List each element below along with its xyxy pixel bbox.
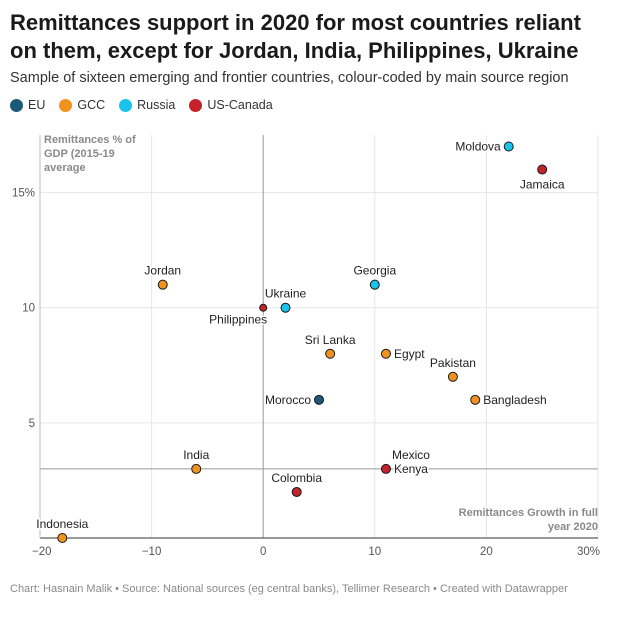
point-label-indonesia: Indonesia xyxy=(36,517,88,531)
x-axis: −20 −10 0 10 20 30% xyxy=(32,537,600,558)
legend-label-russia: Russia xyxy=(137,98,176,112)
point-label-egypt: Egypt xyxy=(394,347,425,361)
reference-lines xyxy=(40,135,598,538)
legend-item-russia: Russia xyxy=(119,98,175,112)
y-tick-label: 15% xyxy=(12,188,35,200)
data-point-sri-lanka xyxy=(325,348,336,359)
data-point-philippines xyxy=(259,303,268,312)
point-label-colombia: Colombia xyxy=(271,471,322,485)
legend-swatch-gcc xyxy=(59,98,73,112)
scatter-plot: −20 −10 0 10 20 30% 5 10 15% Moldova Jamaica Jord… xyxy=(12,135,600,558)
data-point-ukraine xyxy=(280,302,291,313)
chart-footer: Chart: Hasnain Malik • Source: National … xyxy=(10,583,568,595)
point-label-kenya: Kenya xyxy=(394,462,428,476)
legend-swatch-us-canada xyxy=(189,98,203,112)
point-label-ukraine: Ukraine xyxy=(265,287,307,301)
x-tick-label: 0 xyxy=(260,546,266,558)
legend-swatch-eu xyxy=(10,98,23,112)
point-label-pakistan: Pakistan xyxy=(430,356,476,370)
x-tick-label: 30% xyxy=(577,546,600,558)
y-axis: 5 10 15% xyxy=(12,135,41,538)
data-points xyxy=(57,141,548,543)
gridlines xyxy=(39,135,599,538)
legend-item-gcc: GCC xyxy=(59,98,105,112)
data-point-moldova xyxy=(503,141,514,152)
legend-label-eu: EU xyxy=(28,98,46,112)
legend-item-us-canada: US-Canada xyxy=(189,98,273,112)
data-point-india xyxy=(191,463,202,474)
legend-label-us-canada: US-Canada xyxy=(207,98,273,112)
data-point-egypt xyxy=(380,348,391,359)
chart-subtitle: Sample of sixteen emerging and frontier … xyxy=(10,70,569,86)
point-label-sri-lanka: Sri Lanka xyxy=(305,333,356,347)
data-point-pakistan xyxy=(447,371,458,382)
point-label-georgia: Georgia xyxy=(353,264,396,278)
point-label-jamaica: Jamaica xyxy=(520,178,565,192)
data-point-morocco xyxy=(314,394,324,405)
point-label-mexico: Mexico xyxy=(392,448,430,462)
legend-item-eu: EU xyxy=(10,98,45,112)
data-point-jamaica xyxy=(537,164,548,175)
x-tick-label: 10 xyxy=(368,546,381,558)
point-labels: Moldova Jamaica Jordan Georgia Ukraine Philip… xyxy=(35,138,567,532)
y-tick-label: 10 xyxy=(22,303,35,315)
point-label-jordan: Jordan xyxy=(144,264,181,278)
legend-label-gcc: GCC xyxy=(77,98,106,112)
x-tick-label: 20 xyxy=(480,546,493,558)
data-point-georgia xyxy=(369,279,380,290)
x-tick-label: −10 xyxy=(142,546,162,558)
data-point-jordan xyxy=(157,279,168,290)
point-label-philippines: Philippines xyxy=(209,313,267,327)
data-point-indonesia xyxy=(57,533,68,543)
data-point-mexico xyxy=(380,463,391,474)
legend-swatch-russia xyxy=(119,98,133,112)
y-tick-label: 5 xyxy=(29,418,35,430)
chart-title: Remittances support in 2020 for most cou… xyxy=(10,10,581,63)
point-label-moldova: Moldova xyxy=(455,140,501,154)
point-label-bangladesh: Bangladesh xyxy=(483,393,546,407)
legend: EU GCC Russia US-Canada xyxy=(10,98,273,112)
point-label-india: India xyxy=(183,448,209,462)
x-tick-label: −20 xyxy=(32,546,52,558)
y-axis-title: Remittances % of GDP (2015-19 average xyxy=(44,134,136,174)
data-point-colombia xyxy=(291,486,302,497)
x-axis-title: Remittances Growth in full year 2020 xyxy=(458,507,598,533)
data-point-bangladesh xyxy=(470,394,481,405)
point-label-morocco: Morocco xyxy=(265,393,311,407)
